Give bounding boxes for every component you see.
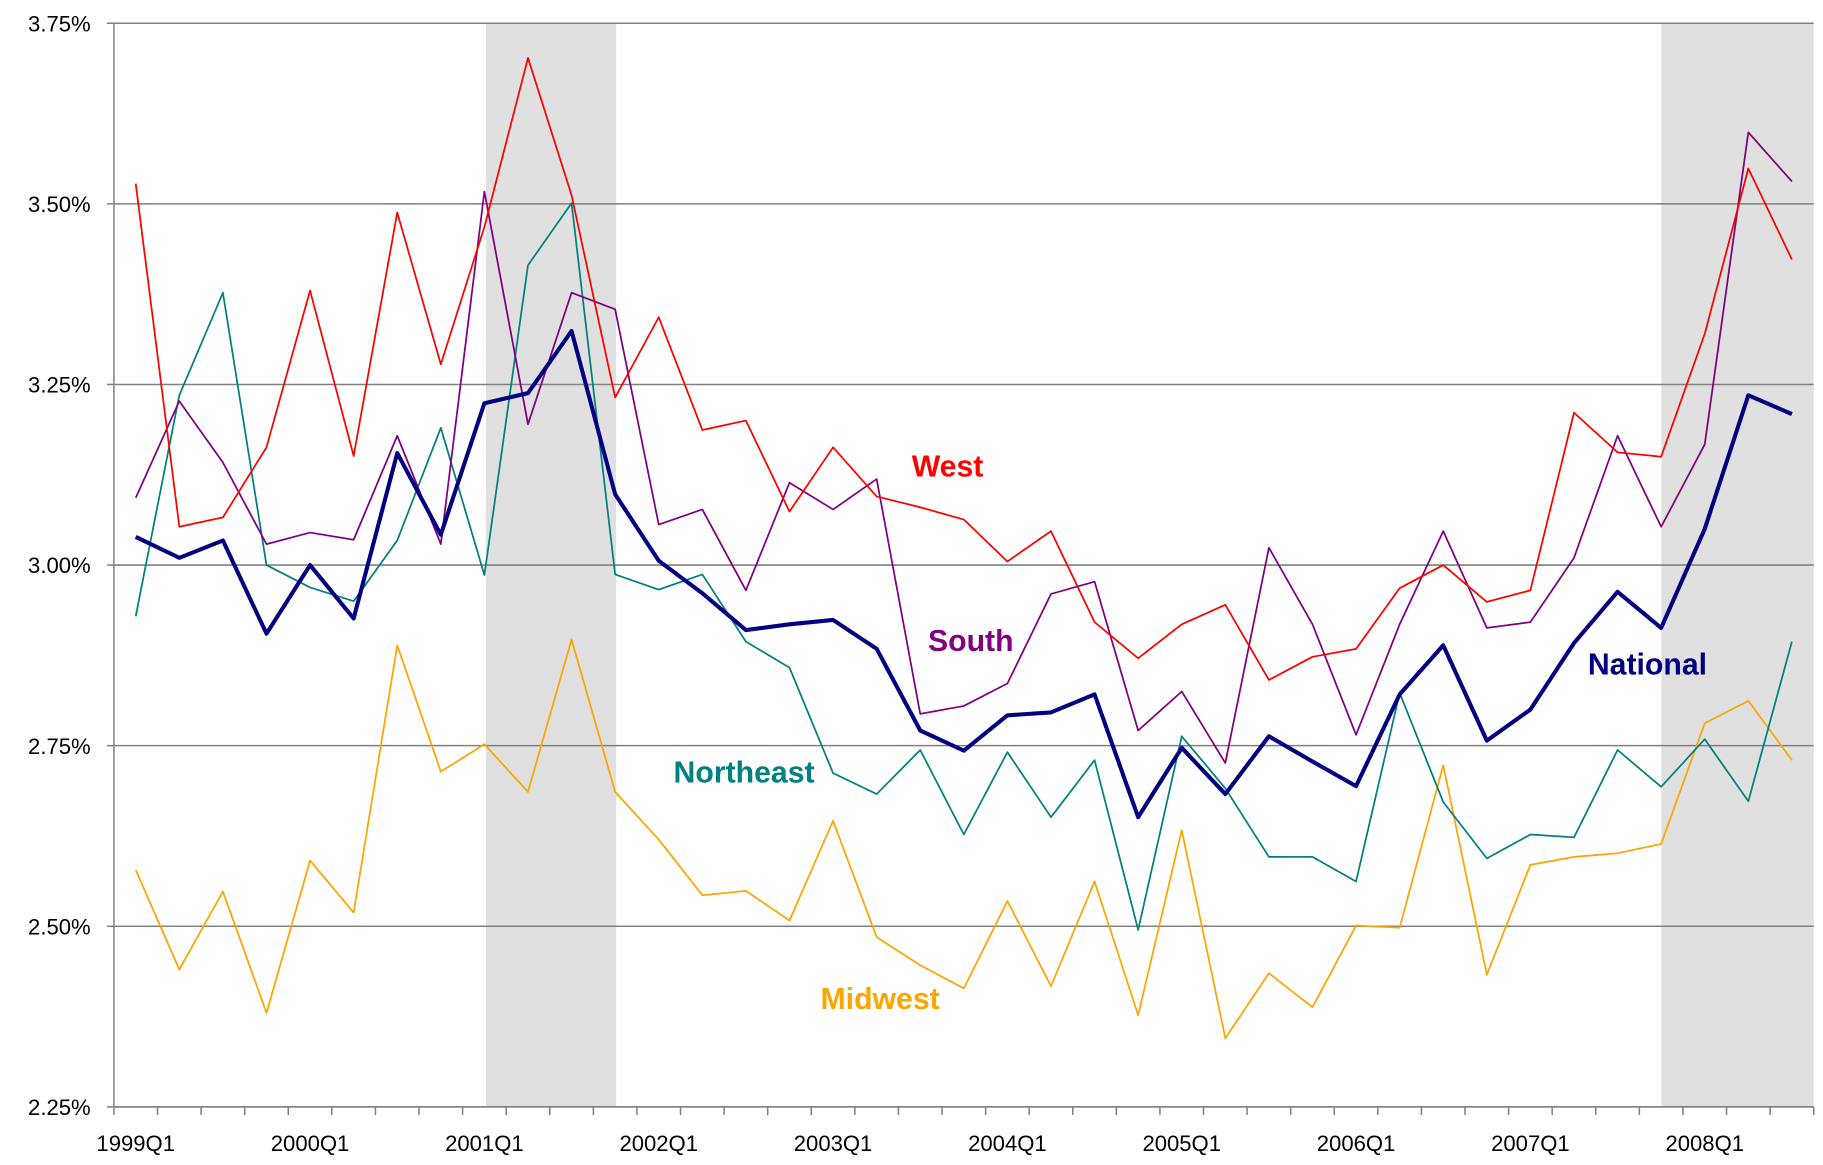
x-tick-label: 2004Q1 <box>968 1131 1047 1156</box>
series-label: South <box>928 625 1014 658</box>
x-tick-label: 2006Q1 <box>1317 1131 1396 1156</box>
series-line <box>134 638 1793 1040</box>
x-tick-label: 1999Q1 <box>96 1131 175 1156</box>
series-label: Midwest <box>821 983 940 1016</box>
series-label: West <box>912 451 984 484</box>
x-tick-label: 2000Q1 <box>271 1131 350 1156</box>
y-tick-label: 3.00% <box>28 553 91 578</box>
series-line <box>134 328 1793 820</box>
x-tick-label: 2008Q1 <box>1665 1131 1744 1156</box>
series-line <box>134 131 1793 764</box>
series-line <box>134 57 1793 681</box>
y-tick-label: 3.50% <box>28 192 91 217</box>
y-tick-label: 2.25% <box>28 1095 91 1120</box>
y-tick-label: 3.25% <box>28 373 91 398</box>
y-tick-label: 2.75% <box>28 734 91 759</box>
y-tick-label: 2.50% <box>28 914 91 939</box>
x-tick-label: 2003Q1 <box>794 1131 873 1156</box>
series-line <box>134 202 1793 931</box>
series-label: Northeast <box>674 756 815 789</box>
x-tick-label: 2007Q1 <box>1491 1131 1570 1156</box>
series-label: National <box>1588 648 1707 681</box>
x-tick-label: 2001Q1 <box>445 1131 524 1156</box>
x-tick-label: 2005Q1 <box>1142 1131 1221 1156</box>
y-tick-label: 3.75% <box>28 11 91 36</box>
x-tick-label: 2002Q1 <box>619 1131 698 1156</box>
